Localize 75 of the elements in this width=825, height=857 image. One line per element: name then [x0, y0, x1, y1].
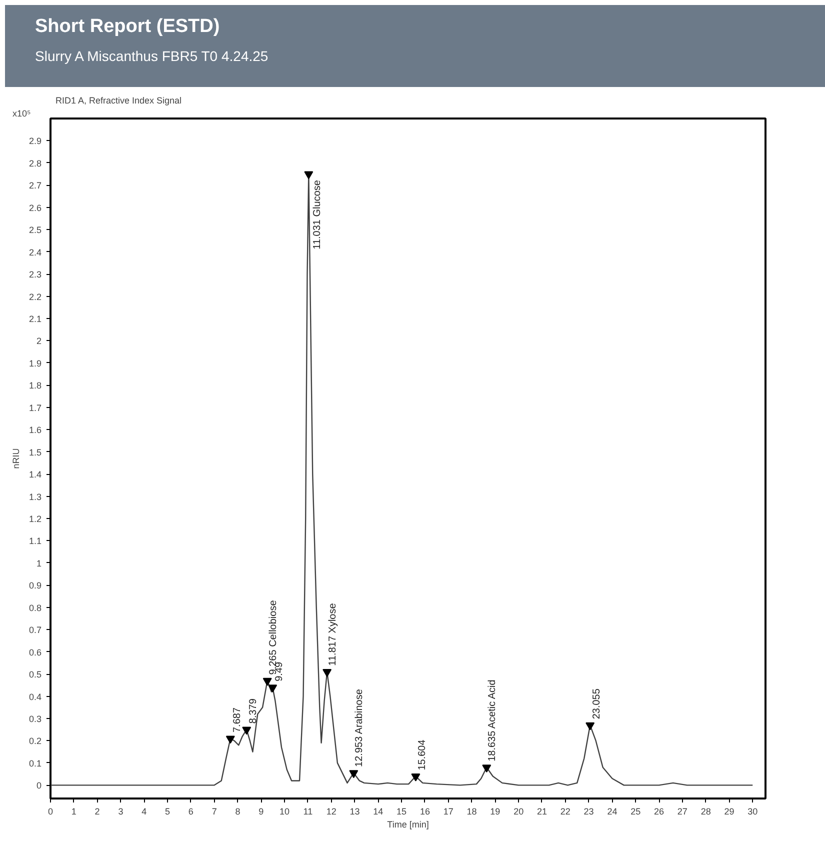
x-tick-label: 30	[748, 806, 758, 816]
x-tick-label: 26	[654, 806, 664, 816]
annotation: 7.687	[232, 707, 243, 732]
y-tick-label: 2.1	[28, 314, 42, 324]
x-tick-label: 6	[188, 806, 194, 816]
annotation: 18.635 Acetic Acid	[487, 680, 498, 762]
y-tick-label: 0	[36, 780, 42, 791]
y-tick-label: 2.6	[28, 202, 42, 213]
annotation: 23.055	[592, 688, 603, 720]
y-tick-label: 0.5	[28, 670, 42, 680]
x-tick-label: 24	[607, 806, 618, 816]
x-tick-label: 27	[677, 806, 688, 816]
y-tick-label: 1.6	[28, 425, 42, 436]
y-tick-label: 1.8	[28, 380, 42, 391]
annotation: 8.379	[248, 698, 260, 724]
x-tick-label: 2	[94, 806, 100, 816]
y-tick-label: 2.5	[28, 225, 42, 236]
y-tick-label: 2.4	[28, 247, 42, 258]
annotation: 11.031 Glucose	[312, 180, 324, 250]
text: RID1 A, Refractive Index Signal	[56, 96, 182, 106]
x-axis-title: Time [min]	[387, 820, 429, 830]
y-tick-label: 0.1	[28, 758, 42, 768]
y-tick-label: 1.1	[28, 536, 42, 546]
x-tick-label: 7	[212, 806, 217, 816]
y-tick-label: 2	[36, 336, 42, 346]
x-tick-label: 8	[235, 806, 240, 816]
y-tick-label: 0.6	[28, 647, 42, 658]
x-tick-label: 20	[514, 806, 524, 816]
annotation: 12.953 Arabinose	[354, 688, 366, 767]
y-tick-label: 1.3	[28, 492, 42, 502]
x-tick-label: 16	[420, 806, 430, 816]
x-tick-label: 23	[584, 806, 594, 816]
x-tick-label: 22	[560, 806, 570, 816]
x-tick-label: 11	[303, 806, 313, 816]
x-tick-label: 9	[258, 806, 264, 816]
x-tick-label: 29	[724, 806, 734, 816]
y-tick-label: 1.7	[28, 402, 42, 413]
x-tick-label: 12	[326, 806, 336, 816]
annotation: 15.604	[417, 739, 428, 770]
y-tick-label: 2.7	[28, 180, 42, 191]
x-tick-label: 4	[142, 806, 147, 816]
x-tick-label: 1	[71, 806, 76, 816]
y-tick-label: 1.5	[28, 447, 42, 458]
x-tick-label: 25	[630, 806, 641, 816]
x-tick-label: 5	[165, 806, 170, 816]
y-tick-label: 2.2	[28, 292, 42, 302]
y-tick-label: 0.7	[28, 625, 42, 636]
y-tick-label: 0.3	[28, 714, 42, 724]
x-tick-label: 17	[443, 806, 454, 816]
y-tick-label: 2.8	[28, 158, 42, 168]
y-tick-label: 0.2	[28, 736, 42, 746]
x-tick-label: 10	[280, 806, 290, 816]
x-tick-label: 28	[700, 806, 711, 816]
y-tick-label: 0.4	[28, 692, 42, 702]
y-tick-label: 2.9	[28, 136, 42, 146]
x-tick-label: 21	[536, 806, 547, 816]
x-tick-label: 3	[118, 806, 124, 816]
y-tick-label: 0.9	[28, 580, 42, 591]
text: x10⁵	[12, 108, 32, 118]
y-tick-label: 1.2	[28, 514, 42, 524]
x-tick-label: 15	[396, 806, 407, 816]
x-tick-label: 14	[373, 806, 384, 816]
y-tick-label: 1	[36, 558, 42, 568]
y-tick-label: 1.9	[28, 358, 42, 368]
chart-title: Short Report (ESTD)	[35, 15, 221, 39]
x-tick-label: 0	[48, 806, 54, 816]
annotation: 11.817 Xylose	[328, 602, 339, 666]
y-tick-label: 2.3	[28, 270, 42, 280]
x-tick-label: 18	[466, 806, 477, 816]
y-axis-title: nRIU	[10, 448, 21, 469]
y-tick-label: 0.8	[28, 602, 42, 613]
y-tick-label: 1.4	[28, 470, 42, 480]
x-tick-label: 19	[490, 806, 500, 816]
chart-subtitle: Slurry A Miscanthus FBR5 T0 4.24.25	[35, 47, 268, 66]
x-tick-label: 13	[350, 806, 360, 816]
